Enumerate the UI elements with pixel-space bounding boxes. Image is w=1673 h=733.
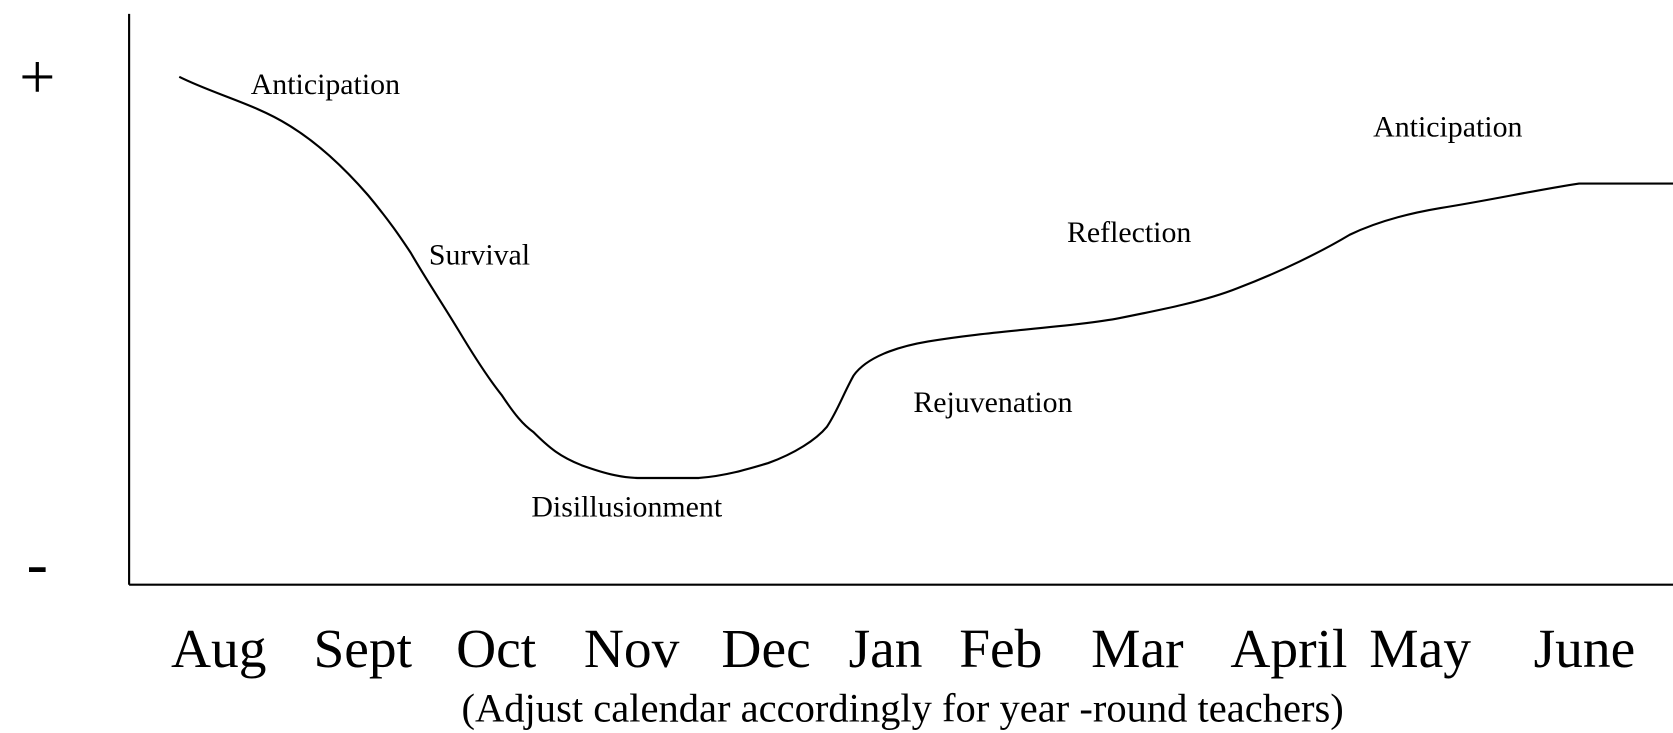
phase-label: Survival: [429, 239, 530, 272]
month-label: Dec: [721, 619, 810, 680]
phase-label: Anticipation: [251, 68, 400, 101]
month-label: May: [1369, 619, 1471, 680]
morale-curve: [178, 75, 1673, 480]
month-label: Jan: [849, 619, 923, 680]
phase-label: Rejuvenation: [913, 386, 1072, 419]
month-label: April: [1230, 619, 1347, 680]
calendar-note: (Adjust calendar accordingly for year -r…: [462, 685, 1344, 730]
negative-label: -: [27, 528, 48, 599]
month-label: Nov: [584, 619, 680, 680]
month-label: June: [1534, 619, 1636, 680]
month-label: Feb: [959, 619, 1042, 680]
month-label: Oct: [456, 619, 537, 680]
month-label: Mar: [1091, 619, 1183, 680]
phase-label: Reflection: [1067, 216, 1191, 249]
phase-label: Anticipation: [1373, 111, 1522, 144]
positive-label: +: [19, 41, 55, 112]
phase-label: Disillusionment: [531, 490, 722, 523]
month-label: Aug: [171, 619, 267, 680]
month-label: Sept: [313, 619, 412, 680]
